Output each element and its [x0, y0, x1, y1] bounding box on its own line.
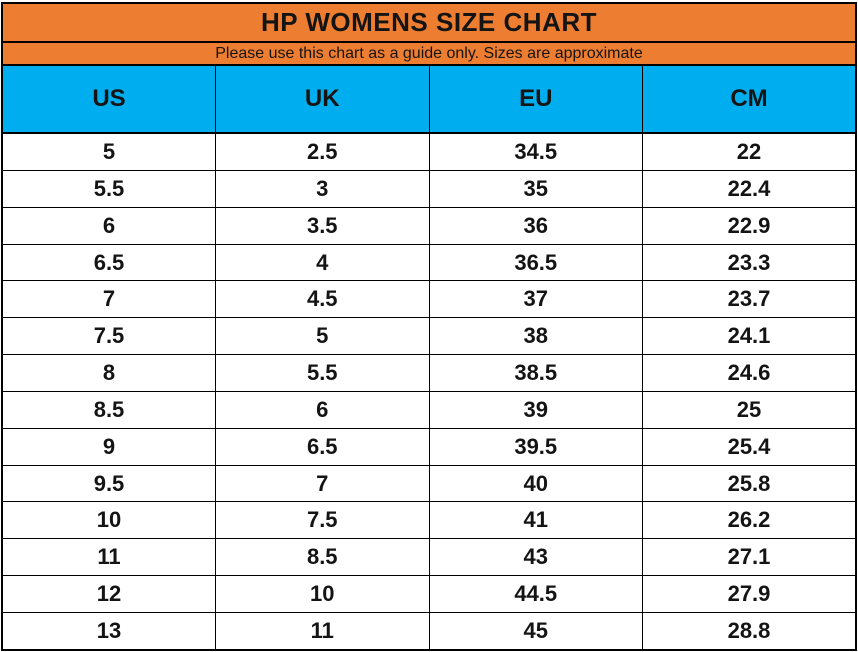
- chart-title: HP WOMENS SIZE CHART: [1, 2, 857, 43]
- size-cell: 37: [428, 280, 643, 319]
- size-cell: 24.1: [642, 317, 857, 356]
- table-row: 9.5 7 40 25.8: [1, 464, 857, 503]
- size-cell: 4: [215, 243, 430, 282]
- size-cell: 10: [215, 575, 430, 613]
- table-row: 6 3.5 36 22.9: [1, 206, 857, 245]
- subtitle-row: Please use this chart as a guide only. S…: [1, 41, 857, 66]
- size-cell: 6.5: [215, 427, 430, 466]
- size-cell: 44.5: [428, 575, 643, 613]
- size-cell: 36: [428, 206, 643, 245]
- column-header-row: US UK EU CM: [1, 64, 857, 134]
- table-row: 5 2.5 34.5 22: [1, 132, 857, 171]
- table-row: 11 8.5 43 27.1: [1, 538, 857, 577]
- size-cell: 7.5: [215, 501, 430, 540]
- size-cell: 39.5: [428, 427, 643, 466]
- table-row: 9 6.5 39.5 25.4: [1, 427, 857, 466]
- size-cell: 7: [1, 280, 216, 319]
- size-cell: 25.8: [642, 464, 857, 503]
- size-cell: 6: [215, 390, 430, 429]
- table-row: 13 11 45 28.8: [1, 611, 857, 651]
- size-cell: 9.5: [1, 464, 216, 503]
- title-row: HP WOMENS SIZE CHART: [1, 2, 857, 43]
- size-cell: 11: [1, 538, 216, 577]
- size-cell: 38: [428, 317, 643, 356]
- size-cell: 12: [1, 575, 216, 613]
- size-cell: 27.1: [642, 538, 857, 577]
- size-cell: 22: [642, 132, 857, 171]
- column-header-uk: UK: [215, 64, 430, 134]
- size-cell: 3.5: [215, 206, 430, 245]
- size-cell: 8: [1, 354, 216, 392]
- size-cell: 5.5: [1, 170, 216, 208]
- table-row: 7 4.5 37 23.7: [1, 280, 857, 319]
- size-cell: 25.4: [642, 427, 857, 466]
- table-row: 8 5.5 38.5 24.6: [1, 354, 857, 392]
- size-cell: 8.5: [1, 390, 216, 429]
- size-cell: 34.5: [428, 132, 643, 171]
- size-cell: 11: [215, 611, 430, 651]
- size-cell: 22.4: [642, 170, 857, 208]
- size-cell: 41: [428, 501, 643, 540]
- size-cell: 5: [1, 132, 216, 171]
- size-cell: 39: [428, 390, 643, 429]
- size-cell: 2.5: [215, 132, 430, 171]
- table-row: 8.5 6 39 25: [1, 390, 857, 429]
- size-cell: 5.5: [215, 354, 430, 392]
- size-cell: 45: [428, 611, 643, 651]
- size-cell: 13: [1, 611, 216, 651]
- size-cell: 25: [642, 390, 857, 429]
- chart-subtitle: Please use this chart as a guide only. S…: [1, 41, 857, 66]
- column-header-us: US: [1, 64, 216, 134]
- size-cell: 38.5: [428, 354, 643, 392]
- table-row: 10 7.5 41 26.2: [1, 501, 857, 540]
- size-cell: 28.8: [642, 611, 857, 651]
- column-header-cm: CM: [642, 64, 857, 134]
- size-cell: 23.7: [642, 280, 857, 319]
- size-cell: 6: [1, 206, 216, 245]
- size-cell: 23.3: [642, 243, 857, 282]
- table-row: 7.5 5 38 24.1: [1, 317, 857, 356]
- column-header-eu: EU: [428, 64, 643, 134]
- size-cell: 26.2: [642, 501, 857, 540]
- table-row: 5.5 3 35 22.4: [1, 170, 857, 208]
- size-cell: 9: [1, 427, 216, 466]
- size-cell: 6.5: [1, 243, 216, 282]
- size-cell: 10: [1, 501, 216, 540]
- size-cell: 35: [428, 170, 643, 208]
- size-table-body: 5 2.5 34.5 22 5.5 3 35 22.4 6 3.5 36 22.9 6.5 4 36.5 23…: [1, 132, 857, 651]
- table-row: 6.5 4 36.5 23.3: [1, 243, 857, 282]
- size-cell: 5: [215, 317, 430, 356]
- size-cell: 24.6: [642, 354, 857, 392]
- size-cell: 3: [215, 170, 430, 208]
- size-cell: 43: [428, 538, 643, 577]
- size-chart-header: HP WOMENS SIZE CHART Please use this cha…: [1, 2, 857, 134]
- size-cell: 8.5: [215, 538, 430, 577]
- size-cell: 7.5: [1, 317, 216, 356]
- size-cell: 27.9: [642, 575, 857, 613]
- size-cell: 22.9: [642, 206, 857, 245]
- size-cell: 40: [428, 464, 643, 503]
- table-row: 12 10 44.5 27.9: [1, 575, 857, 613]
- size-cell: 4.5: [215, 280, 430, 319]
- size-cell: 36.5: [428, 243, 643, 282]
- size-cell: 7: [215, 464, 430, 503]
